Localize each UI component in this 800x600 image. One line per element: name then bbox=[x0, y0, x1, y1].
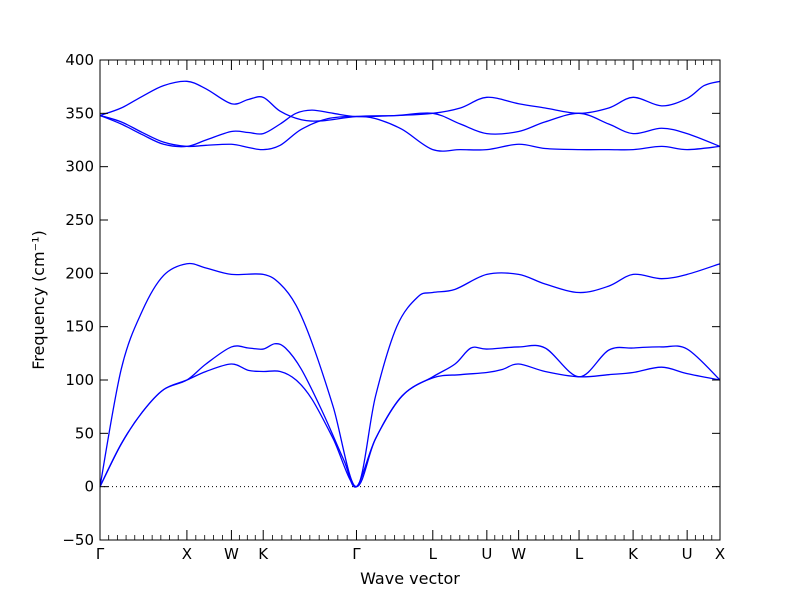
plot-frame bbox=[99, 59, 721, 541]
band-line-6 bbox=[99, 80, 721, 122]
x-tick-label: X bbox=[715, 545, 725, 563]
x-tick-label: Γ bbox=[352, 545, 361, 563]
x-tick-label: Γ bbox=[96, 545, 105, 563]
y-tick-label: 150 bbox=[65, 318, 94, 336]
x-tick-label: K bbox=[258, 545, 269, 563]
x-tick-label: L bbox=[575, 545, 584, 563]
x-tick-label: L bbox=[429, 545, 438, 563]
x-tick-label: U bbox=[481, 545, 492, 563]
x-axis-title: Wave vector bbox=[360, 569, 460, 588]
y-tick-label: 0 bbox=[84, 478, 94, 496]
band-line-5 bbox=[99, 109, 721, 148]
y-tick-label: 100 bbox=[65, 371, 94, 389]
y-tick-label: 400 bbox=[65, 51, 94, 69]
y-tick-label: 350 bbox=[65, 104, 94, 122]
y-tick-label: 50 bbox=[75, 424, 94, 442]
x-tick-label: U bbox=[682, 545, 693, 563]
plot-area bbox=[100, 60, 720, 540]
x-tick-label: X bbox=[182, 545, 192, 563]
x-tick-label: W bbox=[511, 545, 526, 563]
y-tick-label: 300 bbox=[65, 158, 94, 176]
band-line-1 bbox=[99, 363, 721, 488]
y-tick-label: 250 bbox=[65, 211, 94, 229]
x-tick-label: K bbox=[628, 545, 639, 563]
y-tick-label: 200 bbox=[65, 264, 94, 282]
x-tick-label: W bbox=[224, 545, 239, 563]
y-tick-label: −50 bbox=[62, 531, 94, 549]
band-line-3 bbox=[99, 262, 721, 488]
y-axis-title: Frequency (cm⁻¹) bbox=[29, 230, 48, 369]
